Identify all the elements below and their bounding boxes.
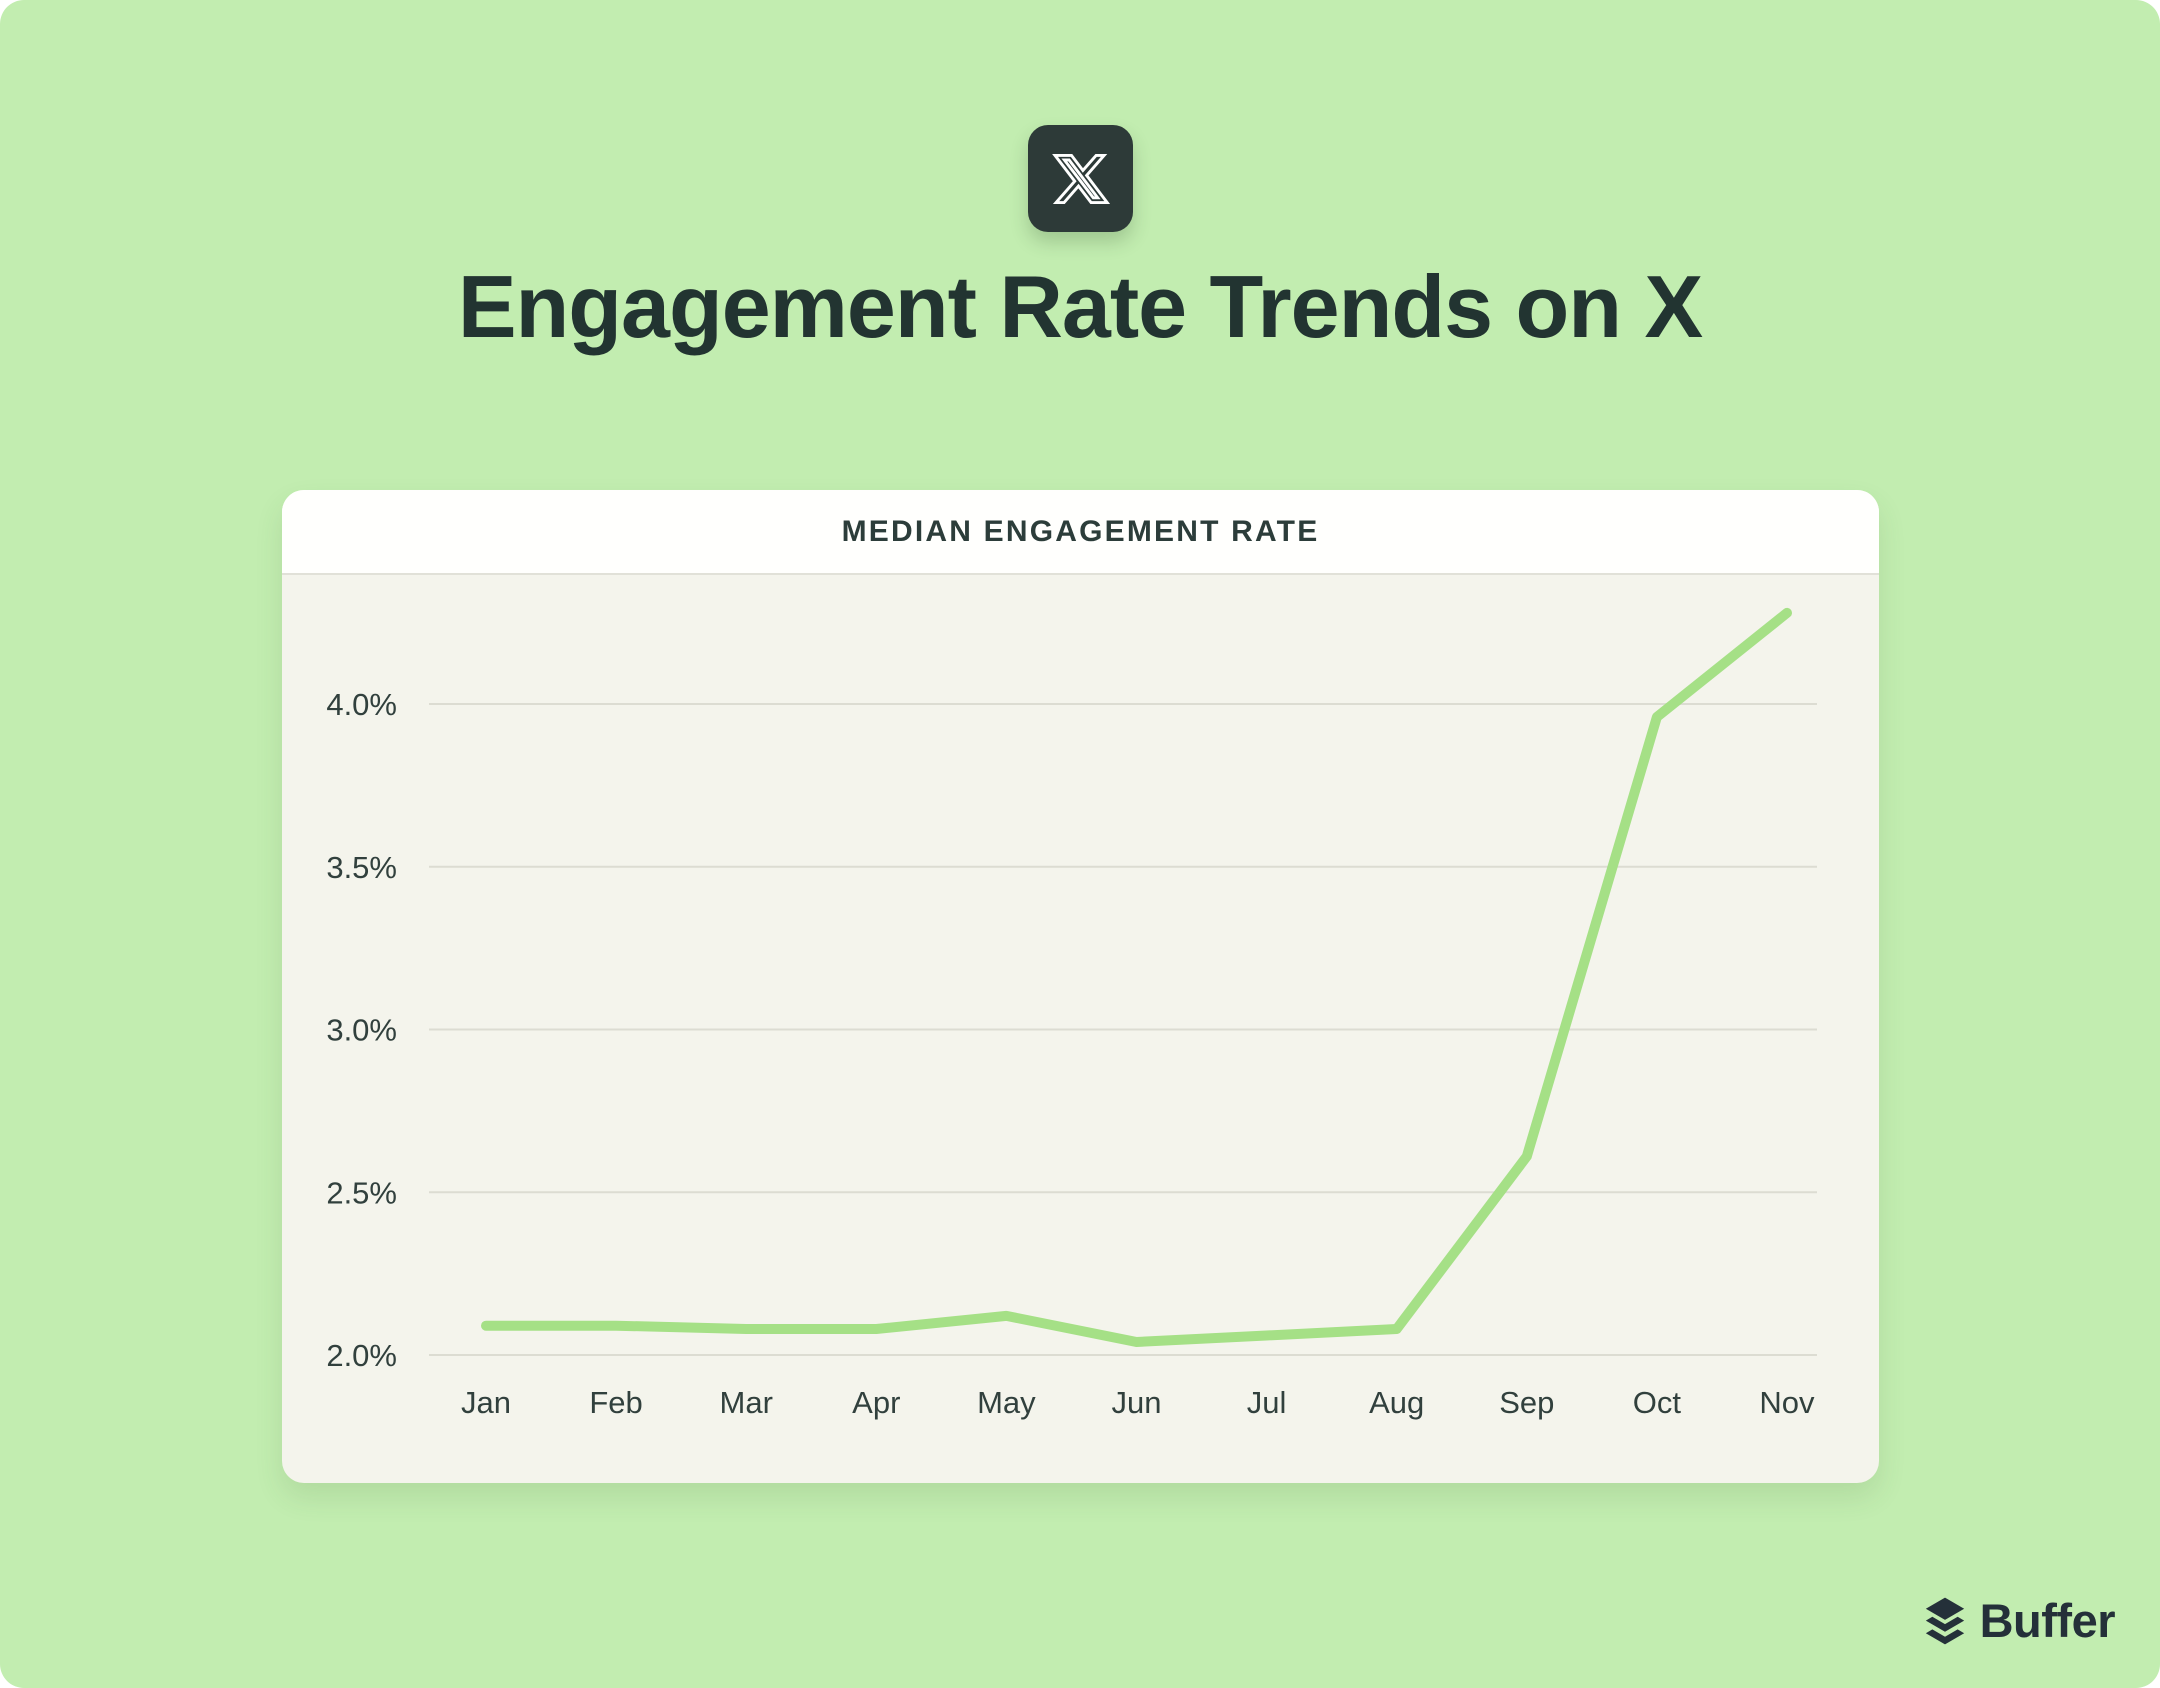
x-axis-tick-label-jan: Jan xyxy=(461,1385,511,1420)
y-axis-tick-label: 3.5% xyxy=(326,850,397,885)
x-axis-tick-label-oct: Oct xyxy=(1633,1385,1682,1420)
x-axis-tick-label-nov: Nov xyxy=(1759,1385,1815,1420)
engagement-rate-line xyxy=(481,607,1792,1347)
x-axis-tick-label-apr: Apr xyxy=(852,1385,900,1420)
x-axis-tick-label-may: May xyxy=(977,1385,1036,1420)
x-logo-badge xyxy=(1028,125,1133,232)
y-axis-tick-label: 2.0% xyxy=(326,1338,397,1373)
engagement-line-chart: 2.0% 2.5% 3.0% 3.5% 4.0% Jan Feb Mar Apr May Jun Ju… xyxy=(326,607,1817,1420)
x-logo-icon xyxy=(1051,153,1110,204)
y-axis-tick-label: 4.0% xyxy=(326,687,397,722)
page-title: Engagement Rate Trends on X xyxy=(457,257,1703,356)
y-axis-tick-label: 2.5% xyxy=(326,1175,397,1210)
buffer-logo: Buffer xyxy=(1922,1593,2116,1648)
x-axis-tick-label-jul: Jul xyxy=(1247,1385,1287,1420)
chart-title: MEDIAN ENGAGEMENT RATE xyxy=(841,514,1320,548)
y-axis-tick-label: 3.0% xyxy=(326,1013,397,1048)
x-axis-tick-label-jun: Jun xyxy=(1112,1385,1162,1420)
x-axis-tick-label-feb: Feb xyxy=(589,1385,642,1420)
buffer-stack-icon xyxy=(1925,1597,1964,1644)
chart-card-header: MEDIAN ENGAGEMENT RATE xyxy=(282,490,1879,575)
chart-card: MEDIAN ENGAGEMENT RATE 2.0% 2.5% 3.0% 3.5% 4… xyxy=(282,490,1879,1483)
x-axis-tick-label-sep: Sep xyxy=(1499,1385,1554,1420)
x-axis-tick-label-aug: Aug xyxy=(1369,1385,1424,1420)
x-axis-tick-label-mar: Mar xyxy=(720,1385,773,1420)
buffer-wordmark: Buffer xyxy=(1979,1594,2116,1647)
